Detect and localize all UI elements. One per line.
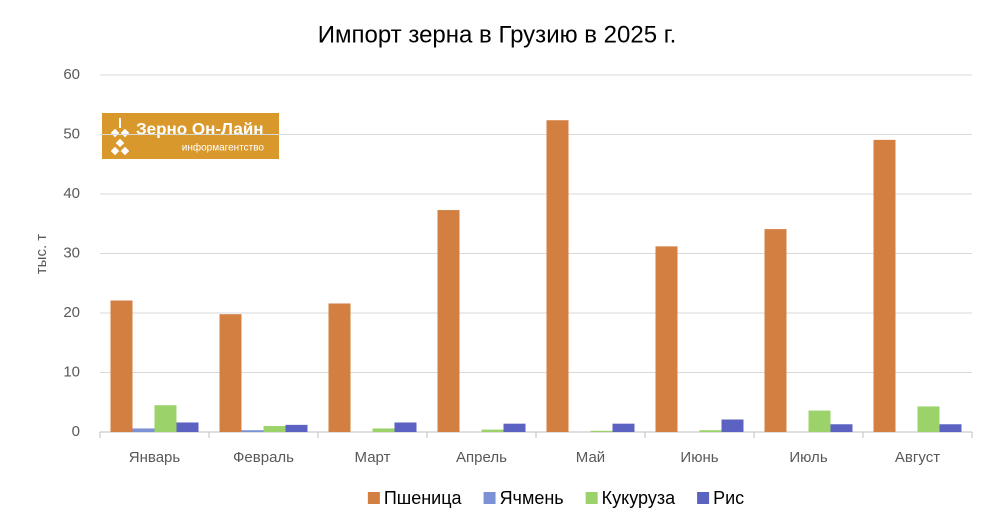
bar [132,428,155,432]
logo-title: Зерно Он-Лайн [136,119,264,138]
bar [394,422,417,432]
bar [873,139,896,433]
bar [590,430,613,432]
bar [699,430,722,432]
bar [110,300,133,432]
x-tick-label: Январь [129,449,181,466]
bar [808,410,831,432]
bar [481,429,504,432]
bar [437,210,460,432]
logo-subtitle: информагентство [182,142,265,154]
bar [154,405,177,432]
bar [372,428,395,432]
bar [546,120,569,432]
bar [655,246,678,432]
y-tick-label: 10 [63,363,80,380]
logo-icon [110,118,130,156]
logo: Зерно Он-Лайн информагентство [102,113,279,159]
x-tick-label: Март [355,449,391,466]
bar [285,424,308,432]
bar [176,422,199,432]
legend-swatch [585,492,598,504]
bar [219,314,242,432]
legend-swatch [697,492,710,504]
legend-label: Кукуруза [602,488,676,508]
bar [263,426,286,432]
legend-label: Ячмень [500,488,564,508]
y-tick-label: 60 [63,66,80,83]
bar [721,419,744,432]
y-tick-label: 50 [63,125,80,142]
bar [939,424,962,432]
bar [241,430,264,432]
bar [328,303,351,432]
bar [503,423,526,432]
x-tick-label: Август [895,449,940,466]
bar [917,406,940,432]
bar [764,229,787,432]
chart-title: Импорт зерна в Грузию в 2025 г. [318,21,676,48]
y-tick-label: 20 [63,304,80,321]
y-axis-label: тыс. т [33,234,50,274]
bar [612,423,635,432]
y-tick-label: 40 [63,185,80,202]
legend-swatch [367,492,380,504]
x-tick-label: Май [576,449,605,466]
legend-label: Пшеница [384,488,463,508]
x-tick-label: Февраль [233,449,294,466]
legend-swatch [483,492,496,504]
x-tick-label: Июль [789,449,827,466]
x-tick-label: Апрель [456,449,507,466]
x-tick-label: Июнь [680,449,718,466]
bar [830,424,853,432]
y-tick-label: 0 [72,423,80,440]
logo-box [102,113,279,159]
legend-label: Рис [713,488,744,508]
y-tick-label: 30 [63,244,80,261]
